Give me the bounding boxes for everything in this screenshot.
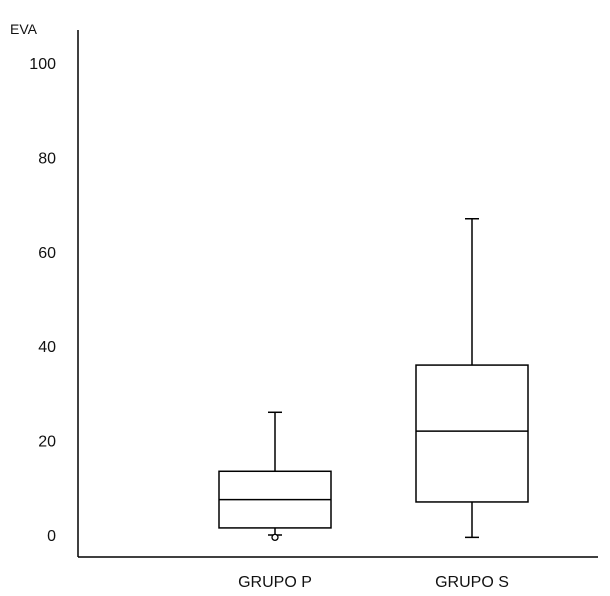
y-axis-title: EVA (10, 21, 38, 37)
category-label: GRUPO S (435, 574, 509, 591)
axes (77, 30, 598, 558)
y-tick-label: 40 (38, 339, 56, 356)
category-label: GRUPO P (238, 574, 312, 591)
box-group (218, 411, 332, 542)
y-tick-label: 80 (38, 150, 56, 167)
y-tick-label: 0 (47, 528, 56, 545)
y-tick-label: 60 (38, 245, 56, 262)
box-group (415, 218, 529, 539)
y-axis-ticks: 0 20 40 60 80 100 (29, 56, 56, 545)
box-series (218, 218, 529, 542)
outlier-point (271, 533, 279, 542)
x-axis-categories: GRUPO P GRUPO S (238, 574, 509, 591)
box-iqr (415, 364, 529, 503)
y-tick-label: 100 (29, 56, 56, 73)
y-tick-label: 20 (38, 434, 56, 451)
